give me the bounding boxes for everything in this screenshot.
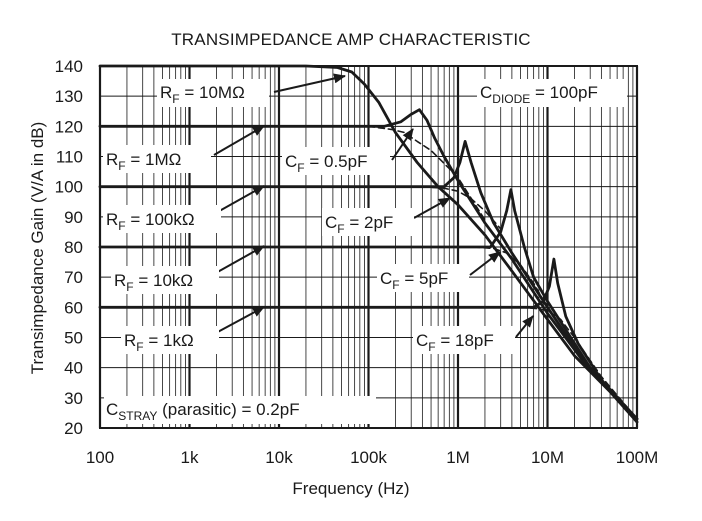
x-axis-label: Frequency (Hz) bbox=[292, 479, 410, 498]
annotation-background bbox=[282, 147, 390, 175]
y-tick-label: 60 bbox=[64, 298, 83, 317]
x-tick-label: 100 bbox=[86, 448, 114, 467]
y-tick-label: 90 bbox=[64, 208, 83, 227]
annotation-arrow bbox=[515, 315, 534, 338]
series-line-2 bbox=[367, 125, 486, 221]
series-line-4 bbox=[421, 185, 502, 230]
series-line-6 bbox=[473, 246, 549, 309]
annotation-arrows bbox=[213, 73, 534, 338]
series-line-5 bbox=[98, 188, 639, 421]
series-line-1 bbox=[98, 108, 639, 421]
annotation-label: RF = 100kΩ bbox=[106, 210, 195, 233]
annotation-background bbox=[377, 264, 469, 292]
annotation-arrow bbox=[213, 245, 265, 275]
annotation-label: CF = 0.5pF bbox=[285, 152, 367, 175]
annotation-label: RF = 1MΩ bbox=[106, 150, 181, 173]
series-line-7 bbox=[98, 257, 639, 424]
annotation-background bbox=[104, 396, 376, 424]
x-tick-label: 1k bbox=[181, 448, 199, 467]
series-line-8 bbox=[519, 306, 638, 420]
x-tick-label: 100M bbox=[616, 448, 659, 467]
annotation-label: CDIODE = 100pF bbox=[480, 83, 598, 106]
x-tick-label: 1M bbox=[446, 448, 470, 467]
annotation-background bbox=[157, 79, 269, 107]
y-tick-label: 30 bbox=[64, 389, 83, 408]
y-tick-label: 130 bbox=[55, 87, 83, 106]
annotation-label: CSTRAY (parasitic) = 0.2pF bbox=[106, 400, 300, 423]
annotation-background bbox=[322, 208, 414, 236]
annotation-arrow bbox=[391, 128, 414, 161]
annotation-label: CF = 5pF bbox=[380, 269, 448, 292]
y-tick-label: 100 bbox=[55, 178, 83, 197]
series-group bbox=[98, 64, 639, 424]
annotations: RF = 10MΩ RF = 1MΩ RF = 100kΩ RF = 10kΩ RF =… bbox=[103, 79, 627, 424]
annotation-background bbox=[121, 326, 219, 354]
y-tick-label: 20 bbox=[64, 419, 83, 438]
annotation-background bbox=[111, 266, 219, 294]
annotation-label: CF = 18pF bbox=[416, 331, 494, 354]
chart-title: TRANSIMPEDANCE AMP CHARACTERISTIC bbox=[171, 30, 531, 49]
annotation-background bbox=[103, 145, 211, 173]
y-tick-label: 140 bbox=[55, 57, 83, 76]
y-tick-label: 40 bbox=[64, 359, 83, 378]
y-tick-label: 80 bbox=[64, 238, 83, 257]
y-tick-label: 110 bbox=[56, 148, 83, 167]
annotation-arrow bbox=[273, 73, 346, 93]
annotation-label: CF = 2pF bbox=[325, 213, 393, 236]
x-tick-label: 10M bbox=[531, 448, 564, 467]
annotation-label: RF = 10kΩ bbox=[114, 271, 193, 294]
x-tick-label: 100k bbox=[350, 448, 387, 467]
y-tick-label: 120 bbox=[55, 117, 83, 136]
y-tick-label: 50 bbox=[64, 329, 83, 348]
tick-labels: 100 1k 10k 100k 1M 10M 100M 140 130 120 110 100 90 80… bbox=[55, 57, 659, 467]
annotation-arrow bbox=[213, 185, 265, 215]
annotation-arrow bbox=[469, 251, 501, 276]
annotation-arrow bbox=[213, 306, 265, 335]
annotation-background bbox=[103, 205, 221, 233]
annotation-background bbox=[477, 79, 627, 107]
annotation-label: RF = 10MΩ bbox=[160, 83, 245, 106]
y-tick-label: 70 bbox=[64, 268, 83, 287]
annotation-arrow bbox=[213, 125, 265, 156]
x-tick-label: 10k bbox=[265, 448, 293, 467]
series-line-0 bbox=[98, 64, 639, 424]
annotation-label: RF = 1kΩ bbox=[124, 331, 194, 354]
annotation-arrow bbox=[413, 197, 451, 219]
annotation-background bbox=[413, 326, 515, 354]
series-line-3 bbox=[98, 140, 639, 421]
